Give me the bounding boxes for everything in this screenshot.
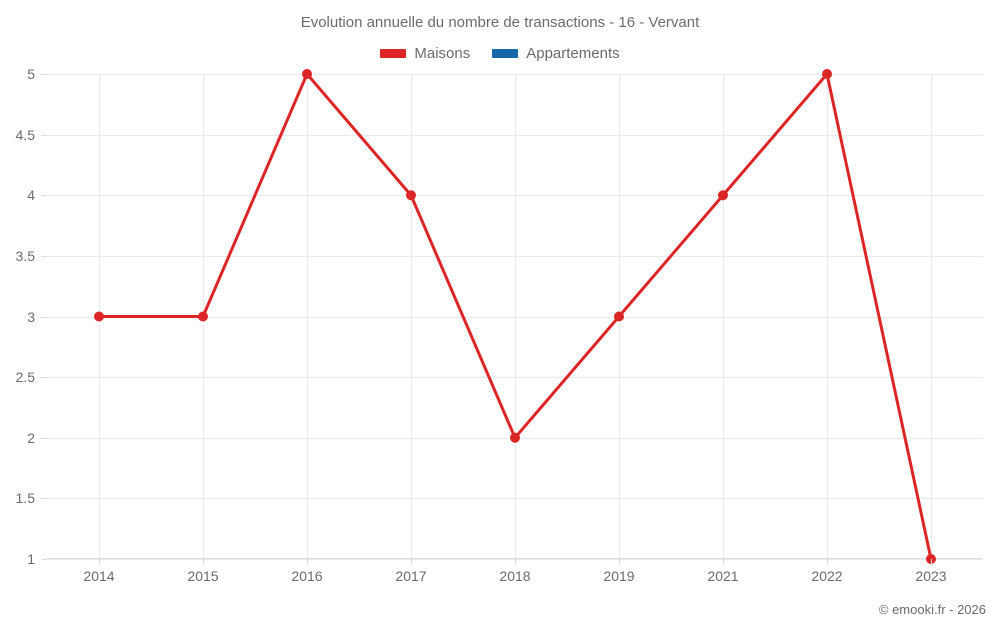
data-point[interactable] [94, 311, 104, 322]
x-tick-label: 2019 [603, 568, 635, 584]
x-tick-mark [723, 559, 724, 565]
x-tick-mark [411, 559, 412, 565]
x-tick-label: 2014 [83, 568, 115, 584]
y-tick-label: 4 [27, 187, 35, 204]
y-tick-mark [41, 437, 47, 439]
y-tick-label: 3.5 [15, 247, 35, 264]
y-tick-mark [41, 498, 47, 500]
data-point[interactable] [718, 190, 728, 201]
gridline-vertical [307, 74, 308, 559]
x-tick-label: 2018 [499, 568, 531, 584]
gridline-vertical [723, 74, 724, 559]
x-axis-line [47, 558, 983, 559]
series-maisons [94, 69, 936, 564]
chart-legend: Maisons Appartements [0, 45, 1000, 62]
gridline-vertical [411, 74, 412, 559]
y-tick-label: 2 [27, 429, 35, 446]
x-tick-mark [931, 559, 932, 565]
y-tick-label: 1 [27, 551, 35, 567]
gridline-vertical [515, 74, 516, 559]
x-tick-label: 2022 [811, 568, 843, 584]
y-tick-mark [41, 559, 47, 560]
gridline-vertical [931, 74, 932, 559]
x-tick-mark [99, 559, 100, 565]
y-tick-label: 1.5 [15, 490, 35, 507]
x-tick-label: 2023 [915, 568, 947, 584]
x-tick-label: 2015 [187, 568, 219, 584]
data-point[interactable] [510, 432, 520, 443]
y-tick-mark [41, 74, 47, 75]
x-tick-mark [515, 559, 516, 565]
y-tick-label: 5 [27, 66, 35, 82]
plot-area [47, 69, 983, 564]
legend-swatch-maisons [380, 49, 407, 58]
legend-item-appartements[interactable]: Appartements [492, 45, 620, 62]
y-tick-mark [41, 377, 47, 379]
x-tick-label: 2021 [707, 568, 739, 584]
series-line-maisons [97, 72, 933, 561]
x-tick-mark [203, 559, 204, 565]
y-tick-mark [41, 255, 47, 257]
y-tick-mark [41, 134, 47, 136]
y-tick-mark [41, 316, 47, 318]
data-point[interactable] [302, 69, 312, 79]
x-tick-mark [827, 559, 828, 565]
data-point[interactable] [406, 190, 416, 201]
data-point[interactable] [614, 311, 624, 322]
chart-title: Evolution annuelle du nombre de transact… [300, 14, 700, 31]
legend-label-appartements: Appartements [526, 45, 620, 62]
footer-credit: © emooki.fr - 2026 [878, 602, 986, 617]
legend-label-maisons: Maisons [414, 45, 471, 62]
y-tick-label: 3 [27, 308, 35, 325]
y-tick-label: 4.5 [15, 126, 35, 143]
y-tick-label: 2.5 [15, 369, 35, 386]
x-tick-label: 2016 [291, 568, 323, 584]
y-tick-mark [41, 195, 47, 197]
legend-swatch-appartements [492, 49, 519, 58]
x-tick-mark [307, 559, 308, 565]
data-point[interactable] [198, 311, 208, 322]
gridline-vertical [827, 74, 828, 559]
x-tick-label: 2017 [395, 568, 427, 584]
x-tick-mark [619, 559, 620, 565]
legend-item-maisons[interactable]: Maisons [380, 45, 470, 62]
data-point[interactable] [822, 69, 832, 79]
